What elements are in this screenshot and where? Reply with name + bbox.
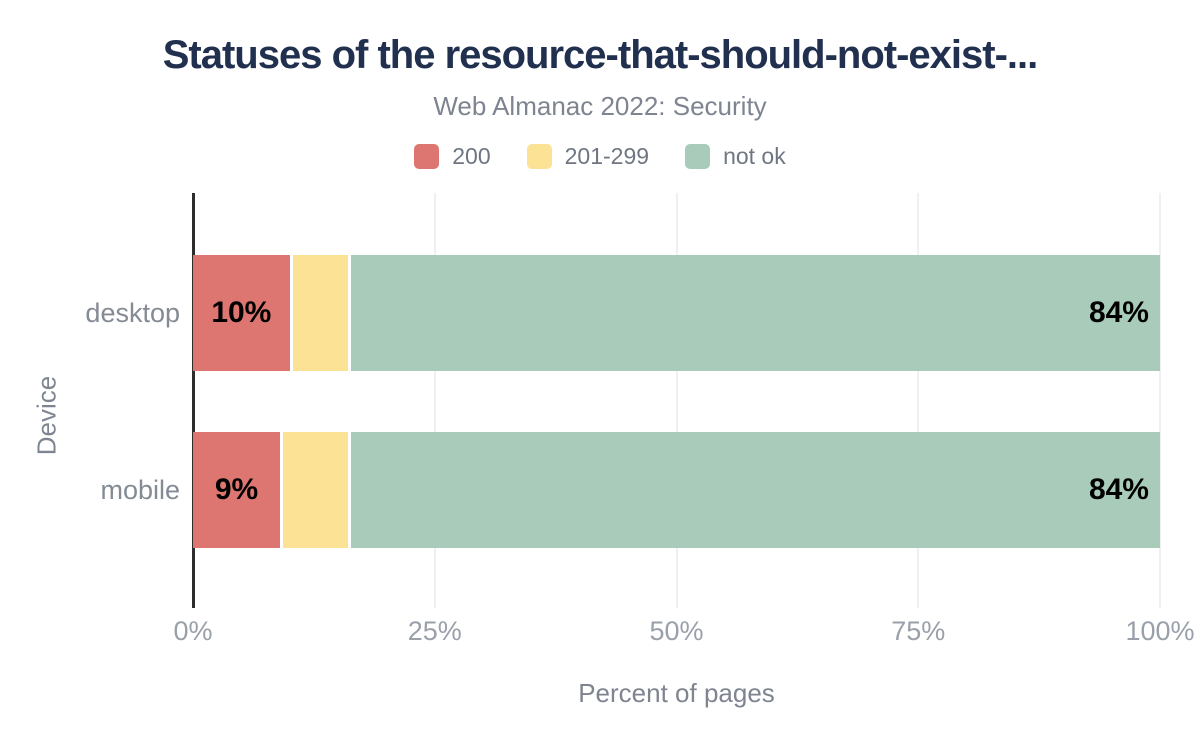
bar-segment-desktop-200: 10% bbox=[193, 255, 290, 371]
plot-area: 10% 84% 9% 84% bbox=[192, 193, 1161, 608]
legend-swatch-icon bbox=[685, 144, 711, 169]
bar-segment-mobile-201-299 bbox=[280, 432, 348, 548]
x-tick-0pct: 0% bbox=[173, 616, 213, 646]
bar-desktop: 10% 84% bbox=[193, 255, 1160, 371]
bar-mobile: 9% 84% bbox=[193, 432, 1160, 548]
category-label-mobile: mobile bbox=[100, 475, 180, 505]
chart-subtitle: Web Almanac 2022: Security bbox=[433, 91, 767, 121]
x-tick-50pct: 50% bbox=[649, 616, 704, 646]
legend-item-not-ok: not ok bbox=[685, 143, 786, 170]
y-axis-line bbox=[192, 193, 195, 608]
chart-title: Statuses of the resource-that-should-not… bbox=[162, 33, 1039, 77]
bar-segment-desktop-201-299 bbox=[289, 255, 348, 371]
legend-item-201-299: 201-299 bbox=[526, 143, 650, 170]
legend-swatch-icon bbox=[414, 144, 440, 169]
category-label-desktop: desktop bbox=[85, 298, 180, 328]
value-label: 10% bbox=[211, 296, 272, 329]
gridline-75pct bbox=[917, 193, 920, 608]
legend-swatch-icon bbox=[526, 144, 552, 169]
x-tick-25pct: 25% bbox=[407, 616, 462, 646]
gridline-100pct bbox=[1159, 193, 1161, 608]
gridline-25pct bbox=[433, 193, 436, 608]
legend: 200 201-299 not ok bbox=[0, 143, 1200, 170]
value-label: 9% bbox=[214, 473, 259, 506]
bar-segment-mobile-not-ok: 84% bbox=[347, 432, 1160, 548]
value-label: 84% bbox=[1088, 473, 1149, 506]
bar-segment-mobile-200: 9% bbox=[193, 432, 281, 548]
legend-label: 201-299 bbox=[564, 143, 650, 169]
x-tick-75pct: 75% bbox=[891, 616, 946, 646]
legend-label: 200 bbox=[452, 143, 491, 169]
value-label: 84% bbox=[1088, 296, 1149, 329]
gridline-50pct bbox=[675, 193, 678, 608]
x-tick-100pct: 100% bbox=[1125, 616, 1195, 646]
legend-label: not ok bbox=[723, 143, 786, 169]
x-axis-title: Percent of pages bbox=[578, 678, 775, 708]
legend-item-200: 200 bbox=[414, 143, 491, 170]
bar-segment-desktop-not-ok: 84% bbox=[347, 255, 1160, 371]
